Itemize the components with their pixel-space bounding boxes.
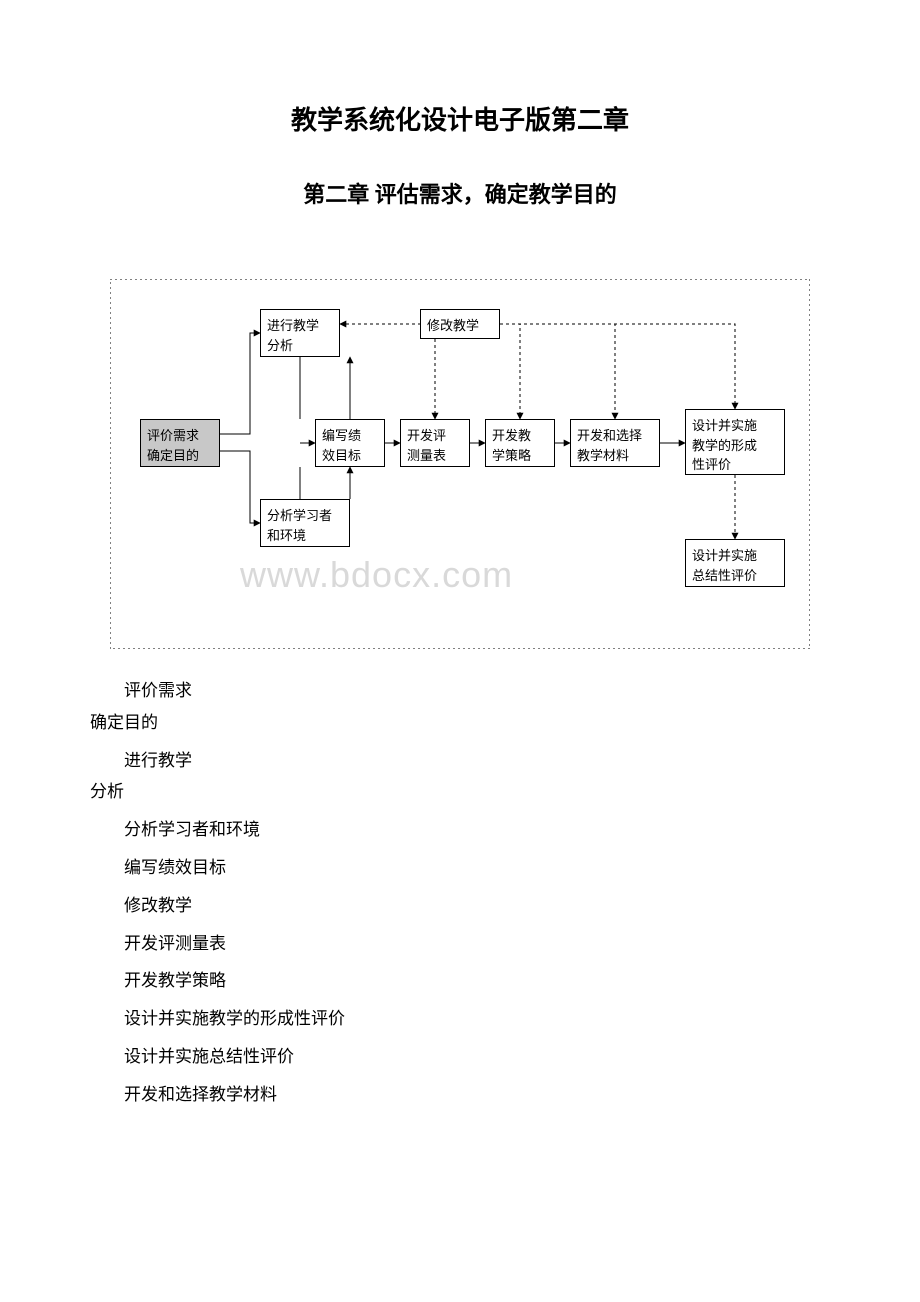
- body-list-item: 开发评测量表: [90, 932, 830, 956]
- body-list-item: 开发教学策略: [90, 969, 830, 993]
- body-list-item: 编写绩效目标: [90, 856, 830, 880]
- body-list-item: 开发和选择教学材料: [90, 1083, 830, 1107]
- flowchart-node-n10: 设计并实施总结性评价: [685, 539, 785, 587]
- flowchart-node-n5: 开发评测量表: [400, 419, 470, 467]
- body-paragraph: 确定目的: [90, 711, 830, 735]
- page-title-main: 教学系统化设计电子版第二章: [90, 100, 830, 137]
- body-list-item: 设计并实施教学的形成性评价: [90, 1007, 830, 1031]
- flowchart-diagram: 评价需求确定目的 进行教学分析分析学习者和环境 编写绩效目标开发评测量表 修改教学开发…: [110, 279, 810, 649]
- body-paragraph: 分析: [90, 780, 830, 804]
- flowchart-node-n9: 设计并实施教学的形成性评价: [685, 409, 785, 475]
- body-paragraph: 评价需求: [90, 679, 830, 703]
- body-text-block: 评价需求 确定目的 进行教学 分析 分析学习者和环境编写绩效目标修改教学开发评测…: [90, 679, 830, 1107]
- document-page: 教学系统化设计电子版第二章 第二章 评估需求，确定教学目的 评价需求确定目的进行…: [0, 0, 920, 1181]
- body-list-item: 设计并实施总结性评价: [90, 1045, 830, 1069]
- flowchart-node-n8: 开发和选择教学材料: [570, 419, 660, 467]
- flowchart-node-n6: 修改教学: [420, 309, 500, 339]
- flowchart-node-n3: 分析学习者和环境: [260, 499, 350, 547]
- flowchart-node-n4: 编写绩效目标: [315, 419, 385, 467]
- flowchart-node-n7: 开发教学策略: [485, 419, 555, 467]
- body-paragraph: 进行教学: [90, 749, 830, 773]
- body-list-item: 分析学习者和环境: [90, 818, 830, 842]
- body-list-item: 修改教学: [90, 894, 830, 918]
- page-title-sub: 第二章 评估需求，确定教学目的: [90, 177, 830, 209]
- flowchart-node-n2: 进行教学分析: [260, 309, 340, 357]
- flowchart-node-n1: 评价需求确定目的: [140, 419, 220, 467]
